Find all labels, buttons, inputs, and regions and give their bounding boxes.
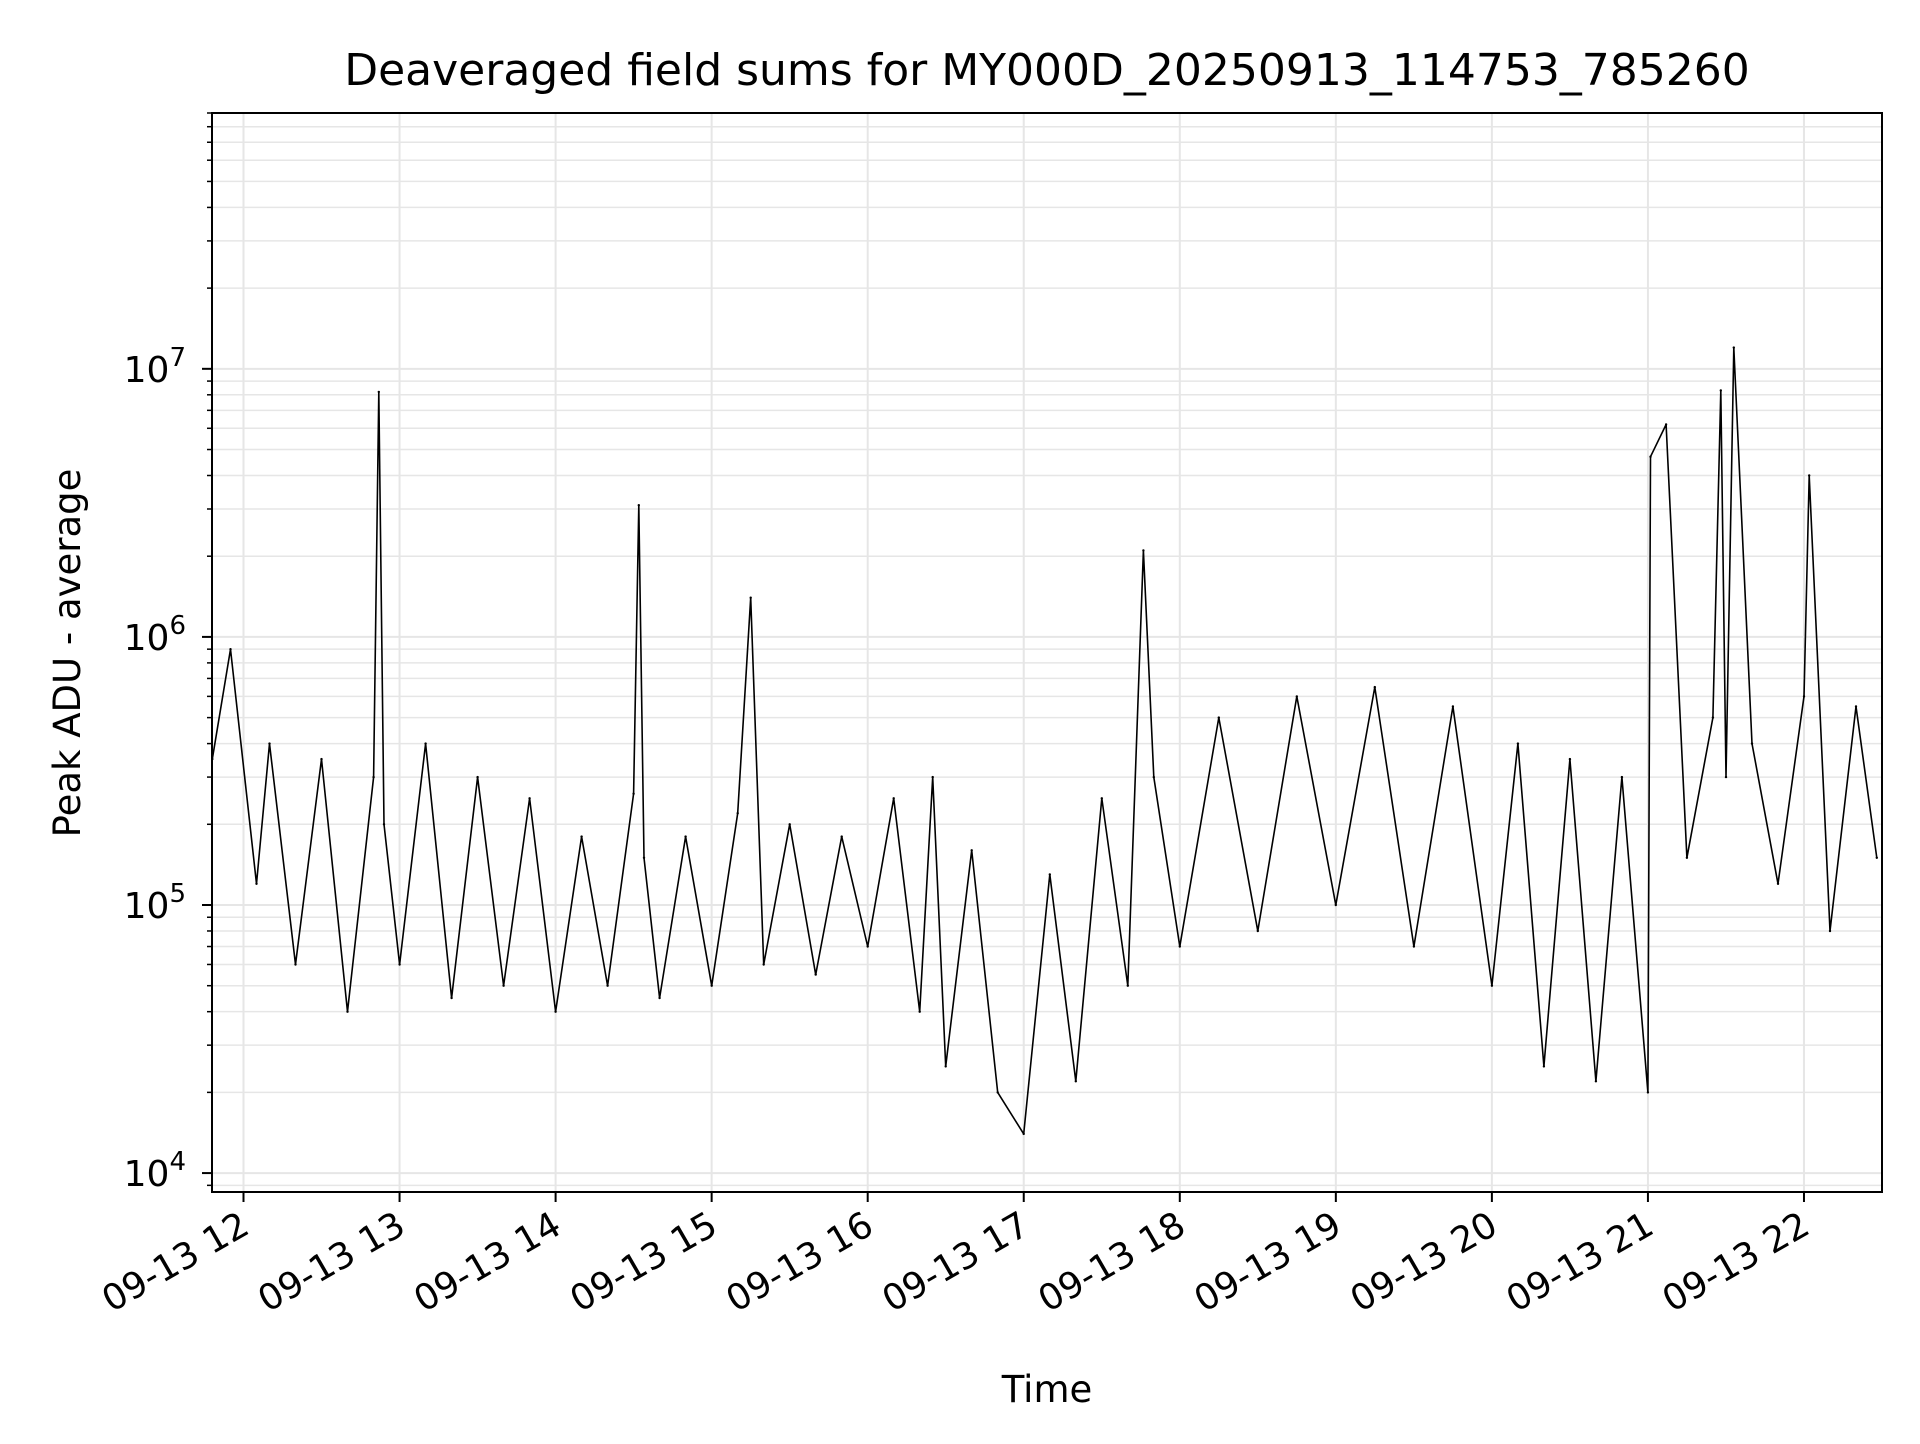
data-point bbox=[1732, 346, 1736, 349]
data-point bbox=[229, 648, 232, 651]
data-point bbox=[1685, 856, 1689, 859]
x-tick-label: 09-13 21 bbox=[1500, 1204, 1661, 1320]
data-point bbox=[1594, 1080, 1598, 1083]
data-point bbox=[580, 835, 583, 838]
data-point bbox=[424, 742, 427, 745]
x-tick-label: 09-13 19 bbox=[1188, 1204, 1349, 1320]
x-axis-label: Time bbox=[1001, 1368, 1093, 1411]
data-point bbox=[1646, 1091, 1650, 1094]
data-point bbox=[1711, 716, 1715, 719]
data-point bbox=[1256, 929, 1260, 933]
data-point bbox=[1568, 757, 1572, 761]
data-point bbox=[346, 1010, 349, 1013]
data-point bbox=[1373, 685, 1377, 689]
x-tick-label: 09-13 16 bbox=[720, 1204, 881, 1320]
data-point bbox=[1719, 389, 1723, 392]
data-point bbox=[372, 775, 375, 779]
data-point bbox=[1516, 742, 1520, 745]
data-point bbox=[762, 963, 765, 966]
data-point bbox=[1412, 945, 1416, 948]
data-point bbox=[1724, 775, 1728, 779]
data-point bbox=[1100, 797, 1104, 800]
data-point bbox=[642, 856, 646, 859]
data-point bbox=[1802, 695, 1806, 698]
x-tick-label: 09-13 15 bbox=[563, 1204, 724, 1320]
data-point bbox=[814, 973, 817, 976]
data-point bbox=[1649, 455, 1652, 458]
data-point bbox=[710, 984, 713, 987]
data-point bbox=[918, 1010, 921, 1013]
x-tick-label: 09-13 13 bbox=[251, 1204, 412, 1320]
data-point bbox=[892, 797, 895, 800]
data-point bbox=[1022, 1132, 1025, 1136]
chart-title: Deaveraged field sums for MY000D_2025091… bbox=[344, 45, 1750, 96]
data-point bbox=[1334, 903, 1338, 907]
x-tick-label: 09-13 20 bbox=[1344, 1204, 1505, 1320]
data-point bbox=[1808, 474, 1811, 477]
data-point bbox=[398, 963, 401, 966]
data-point bbox=[450, 996, 453, 1000]
data-point bbox=[632, 792, 635, 795]
data-point bbox=[996, 1091, 999, 1094]
data-point bbox=[749, 596, 752, 599]
data-point bbox=[606, 984, 609, 987]
data-point bbox=[528, 797, 531, 800]
data-point bbox=[788, 823, 791, 826]
data-point bbox=[1875, 856, 1879, 859]
data-point bbox=[1750, 742, 1754, 745]
data-point bbox=[637, 504, 640, 507]
data-point bbox=[1490, 984, 1494, 987]
y-axis-label: Peak ADU - average bbox=[46, 469, 89, 838]
y-tick-label: 105 bbox=[124, 879, 186, 927]
data-point bbox=[1178, 945, 1182, 948]
x-tick-label: 09-13 22 bbox=[1656, 1204, 1817, 1320]
x-tick-label: 09-13 17 bbox=[876, 1204, 1037, 1320]
data-point bbox=[1828, 929, 1832, 933]
data-point bbox=[1542, 1065, 1546, 1068]
plot-frame bbox=[211, 112, 1883, 1193]
data-point bbox=[736, 812, 739, 815]
data-point bbox=[382, 823, 386, 826]
data-point bbox=[866, 945, 869, 948]
x-tick-label: 09-13 12 bbox=[95, 1204, 256, 1320]
data-point bbox=[1776, 882, 1780, 885]
x-tick-label: 09-13 14 bbox=[407, 1204, 568, 1320]
data-point bbox=[1152, 775, 1156, 779]
y-tick-label: 107 bbox=[124, 343, 186, 391]
data-point bbox=[658, 996, 661, 1000]
data-point bbox=[1620, 775, 1624, 779]
data-point bbox=[1126, 984, 1130, 987]
data-point bbox=[268, 742, 271, 745]
data-point bbox=[1048, 873, 1052, 876]
data-point bbox=[684, 835, 687, 838]
data-point bbox=[255, 882, 258, 885]
data-point bbox=[476, 775, 479, 779]
data-point bbox=[944, 1065, 947, 1068]
data-point bbox=[1142, 549, 1145, 552]
data-point bbox=[1217, 716, 1221, 719]
data-point bbox=[294, 963, 297, 966]
data-point bbox=[1074, 1080, 1078, 1083]
data-point bbox=[554, 1010, 557, 1013]
data-point bbox=[1664, 423, 1668, 426]
y-tick-label: 106 bbox=[124, 611, 186, 659]
data-point bbox=[502, 984, 505, 987]
data-point bbox=[970, 849, 973, 852]
x-tick-label: 09-13 18 bbox=[1032, 1204, 1193, 1320]
data-point bbox=[931, 775, 934, 779]
series-layer bbox=[211, 346, 1879, 1136]
data-point bbox=[320, 757, 323, 761]
series-line-0 bbox=[211, 346, 1878, 1135]
data-point bbox=[1451, 705, 1455, 708]
data-point bbox=[1295, 695, 1299, 698]
data-point bbox=[1854, 705, 1858, 708]
data-point bbox=[840, 835, 843, 838]
y-tick-label: 104 bbox=[124, 1147, 186, 1195]
y-ticks: 104 105 106 107 bbox=[124, 112, 212, 1195]
data-point bbox=[377, 390, 380, 394]
grid bbox=[212, 112, 1882, 1192]
